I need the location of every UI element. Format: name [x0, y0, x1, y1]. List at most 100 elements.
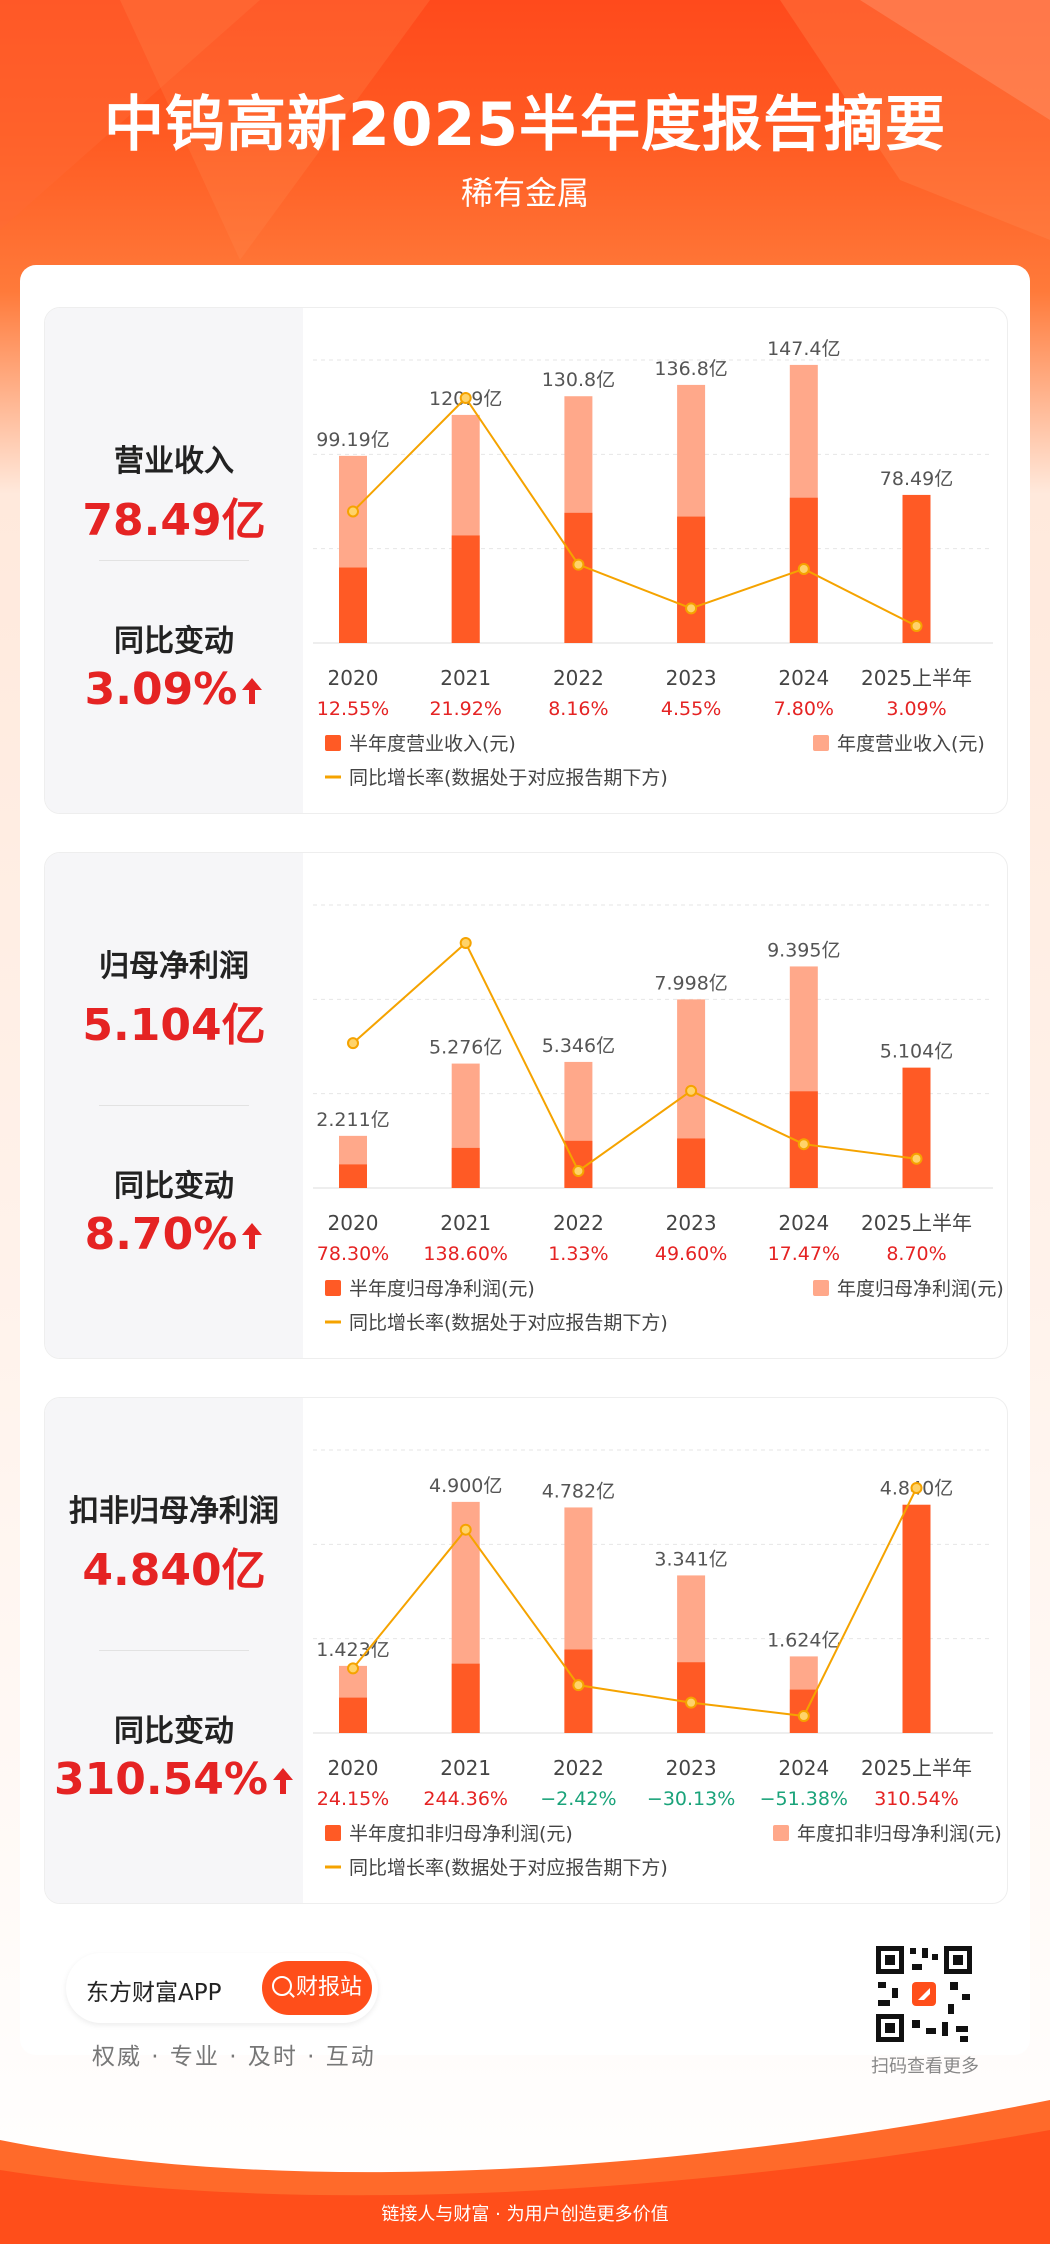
yoy-point: [347, 1662, 359, 1675]
yoy-rate-label: −2.42%: [540, 1788, 616, 1810]
half-year-bar: [451, 535, 480, 643]
deducted-net-profit-summary-panel: 扣非归母净利润 4.840亿 同比变动 310.54%: [45, 1398, 303, 1903]
metric-value: 5.104亿: [82, 1000, 266, 1051]
x-tick-label: 2022: [553, 1756, 604, 1780]
half-year-bar: [451, 1147, 480, 1188]
bar-value-label: 4.782亿: [542, 1480, 615, 1502]
yoy-point: [459, 392, 472, 404]
yoy-rate-label: 8.16%: [548, 698, 608, 720]
change-label: 同比变动: [114, 1169, 234, 1204]
yoy-rate-label: 244.36%: [423, 1788, 508, 1810]
x-tick-label: 2024: [778, 666, 829, 690]
x-tick-label: 2025上半年: [861, 1756, 972, 1780]
x-tick-label: 2023: [666, 666, 717, 690]
bar-value-label: 5.104亿: [880, 1041, 953, 1063]
half-year-bar: [902, 1067, 931, 1188]
slogan: 权威 · 专业 · 及时 · 互动: [92, 2044, 376, 2070]
yoy-point: [797, 1138, 810, 1151]
legend-half-swatch: [325, 1825, 341, 1841]
yoy-rate-label: 12.55%: [317, 698, 389, 720]
yoy-point: [685, 1696, 698, 1709]
legend-annual-swatch: [813, 735, 829, 751]
yoy-rate-label: 24.15%: [317, 1788, 389, 1810]
yoy-point: [797, 1710, 810, 1722]
header-decoration: [0, 0, 1050, 300]
app-badge[interactable]: 东方财富APP 财报站: [66, 1953, 378, 2023]
net-profit-summary-panel: 归母净利润 5.104亿 同比变动 8.70%: [45, 853, 303, 1358]
divider: [99, 1650, 249, 1651]
yoy-point: [685, 1084, 698, 1097]
metric-label: 扣非归母净利润: [69, 1494, 279, 1529]
yoy-line: [352, 1487, 918, 1718]
legend-half-swatch: [325, 1280, 341, 1296]
x-tick-label: 2023: [666, 1756, 717, 1780]
x-tick-label: 2021: [440, 1756, 491, 1780]
legend-line-label: 同比增长率(数据处于对应报告期下方): [349, 1312, 668, 1334]
arrow-up-icon: [272, 1768, 293, 1794]
x-tick-label: 2024: [778, 1211, 829, 1235]
half-year-bar: [902, 494, 931, 643]
yoy-point: [572, 1165, 585, 1177]
qr-caption: 扫码查看更多: [871, 2056, 979, 2077]
deducted-net-profit-section: 扣非归母净利润 4.840亿 同比变动 310.54% 1.423亿 2020 24…: [44, 1397, 1008, 1904]
search-icon: [271, 1976, 292, 1996]
industry-subtitle: 稀有金属: [460, 174, 589, 212]
x-tick-label: 2020: [328, 666, 379, 690]
legend-annual-swatch: [773, 1825, 789, 1841]
revenue-summary-panel: 营业收入 78.49亿 同比变动 3.09%: [45, 308, 303, 813]
metric-value: 78.49亿: [82, 495, 266, 546]
yoy-rate-label: 310.54%: [874, 1788, 959, 1810]
x-tick-label: 2021: [440, 1211, 491, 1235]
yoy-rate-label: 21.92%: [429, 698, 501, 720]
bar-value-label: 1.624亿: [767, 1629, 840, 1651]
half-year-bar: [677, 1138, 706, 1188]
change-label: 同比变动: [114, 1714, 234, 1749]
revenue-section: 营业收入 78.49亿 同比变动 3.09% 99.19亿 2020 12.55% 1…: [44, 307, 1008, 814]
legend-annual-label: 年度归母净利润(元): [837, 1278, 1004, 1300]
yoy-point: [797, 562, 810, 575]
half-year-bar: [339, 567, 367, 643]
yoy-point: [347, 1037, 359, 1050]
yoy-rate-label: 1.33%: [548, 1243, 608, 1265]
bar-value-label: 1.423亿: [316, 1639, 389, 1661]
bar-value-label: 4.900亿: [429, 1475, 502, 1497]
revenue-chart: 99.19亿202012.55%120.9亿202121.92%130.8亿20…: [313, 338, 993, 789]
bar-value-label: 130.8亿: [542, 369, 615, 391]
yoy-point: [459, 1523, 472, 1536]
legend-annual-label: 年度扣非归母净利润(元): [797, 1823, 1002, 1845]
footer-wave: [0, 2100, 1050, 2244]
bar-value-label: 136.8亿: [654, 358, 727, 380]
bar-value-label: 2.211亿: [316, 1109, 389, 1131]
app-name: 东方财富APP: [86, 1980, 222, 2006]
half-year-bar: [451, 1663, 480, 1733]
x-tick-label: 2025上半年: [861, 666, 972, 690]
qr-code-icon[interactable]: [872, 1942, 976, 2046]
legend-line-label: 同比增长率(数据处于对应报告期下方): [349, 767, 668, 789]
bar-value-label: 147.4亿: [767, 338, 840, 360]
bar-value-label: 5.276亿: [429, 1037, 502, 1059]
arrow-up-icon: [242, 678, 263, 704]
yoy-line: [352, 941, 917, 1173]
yoy-rate-label: 138.60%: [423, 1243, 508, 1265]
yoy-rate-label: 4.55%: [661, 698, 721, 720]
yoy-point: [572, 1679, 585, 1692]
change-label: 同比变动: [114, 624, 234, 659]
yoy-rate-label: 3.09%: [886, 698, 946, 720]
net-profit-chart: 2.211亿 2020 78.30% 5.276亿 2021 138.60% 5.346亿 2…: [313, 904, 1004, 1334]
bar-value-label: 9.395亿: [767, 939, 840, 961]
divider: [99, 1105, 249, 1106]
x-tick-label: 2024: [778, 1756, 829, 1780]
yoy-point: [347, 505, 359, 518]
x-tick-label: 2022: [553, 666, 604, 690]
yoy-line: [352, 396, 917, 627]
net-profit-section: 归母净利润 5.104亿 同比变动 8.70% 2.211亿 2020 78.30%…: [44, 852, 1008, 1359]
metric-label: 营业收入: [114, 444, 234, 479]
legend-line-label: 同比增长率(数据处于对应报告期下方): [349, 1857, 668, 1879]
yoy-rate-label: 8.70%: [886, 1243, 946, 1265]
financial-report-button[interactable]: 财报站: [262, 1961, 372, 2015]
legend-half-label: 半年度营业收入(元): [349, 733, 516, 755]
yoy-rate-label: −30.13%: [647, 1788, 735, 1810]
yoy-rate-label: 17.47%: [768, 1243, 840, 1265]
deducted-net-profit-chart: 1.423亿 2020 24.15% 4.900亿 2021 244.36% 4.782亿 2…: [313, 1449, 1002, 1879]
metric-value: 4.840亿: [82, 1545, 266, 1596]
